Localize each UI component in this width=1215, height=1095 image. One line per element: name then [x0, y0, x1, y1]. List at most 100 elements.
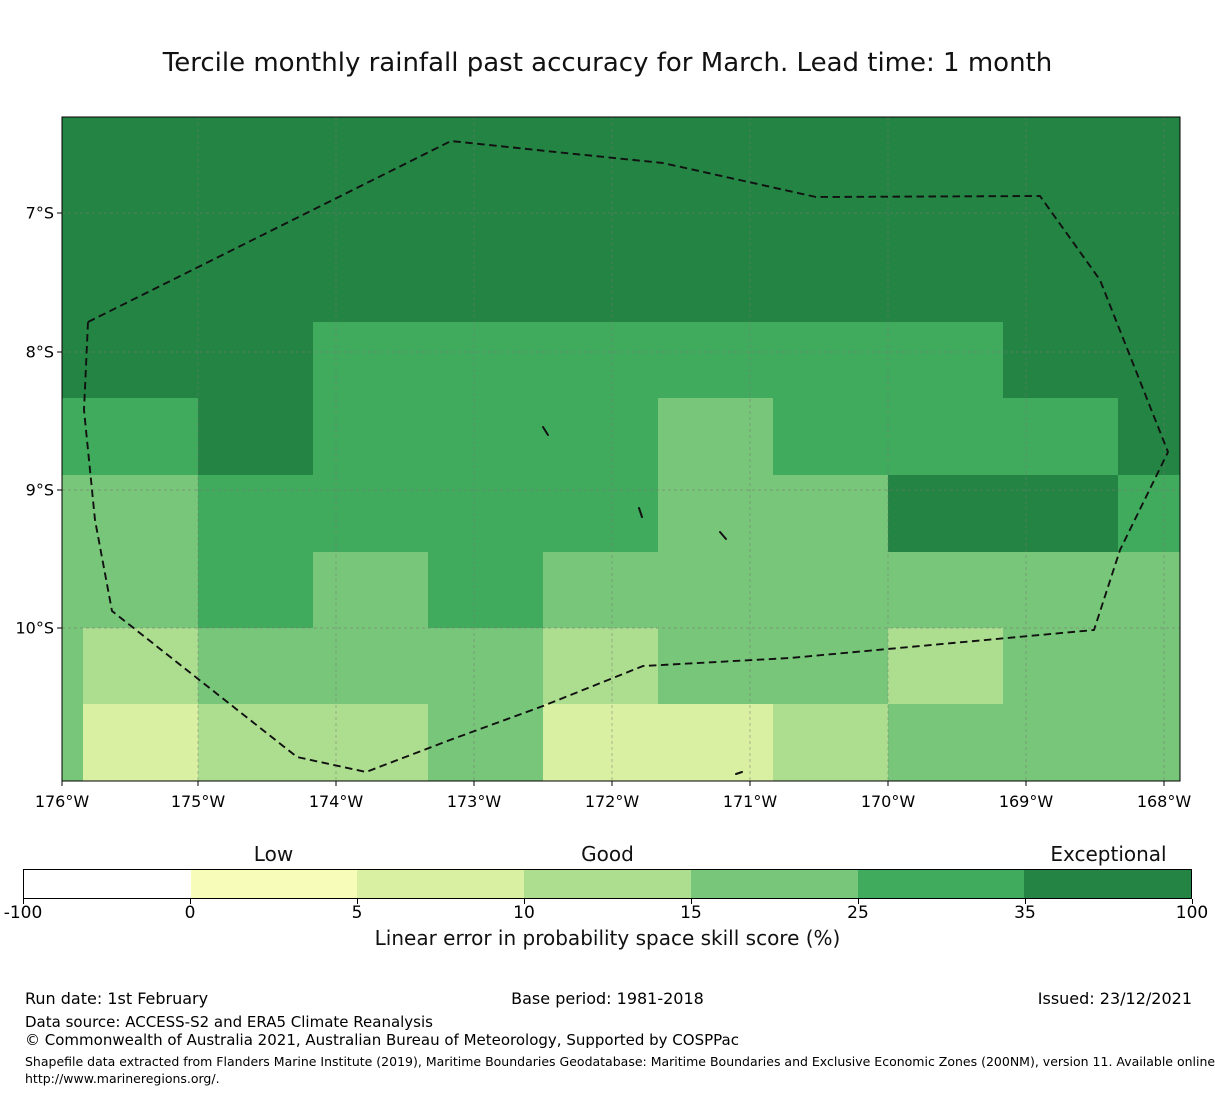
grid-cell — [198, 628, 313, 704]
grid-cell — [83, 628, 198, 704]
colorbar-tick-mark — [1025, 899, 1026, 904]
colorbar-segment — [857, 870, 1025, 898]
colorbar-tick-mark — [357, 899, 358, 904]
colorbar — [23, 869, 1192, 899]
grid-cell — [313, 398, 428, 475]
grid-cell — [62, 475, 83, 552]
grid-cell — [83, 552, 198, 628]
shapefile-note-line2: http://www.marineregions.org/. — [25, 1071, 220, 1086]
grid-cell — [658, 552, 773, 628]
grid-cell — [1118, 398, 1180, 475]
grid-cell — [313, 117, 428, 169]
island-mark — [719, 531, 727, 540]
grid-cell — [888, 117, 1003, 169]
data-source-text: Data source: ACCESS-S2 and ERA5 Climate … — [25, 1013, 433, 1031]
grid-cell — [198, 704, 313, 781]
grid-cell — [62, 322, 83, 398]
grid-cell — [83, 169, 198, 245]
grid-cell — [1003, 704, 1118, 781]
y-tick-label: 8°S — [25, 342, 54, 362]
island-mark — [735, 771, 743, 775]
grid-cell — [83, 322, 198, 398]
grid-cell — [1118, 322, 1180, 398]
grid-cell — [62, 628, 83, 704]
grid-cell — [83, 117, 198, 169]
grid-cell — [543, 322, 658, 398]
grid-cell — [1003, 322, 1118, 398]
grid-cell — [543, 475, 658, 552]
issued-date-text: Issued: 23/12/2021 — [1037, 989, 1192, 1008]
colorbar-segment — [24, 870, 191, 898]
grid-cell — [888, 704, 1003, 781]
colorbar-tick-mark — [691, 899, 692, 904]
grid-cell — [62, 552, 83, 628]
grid-cell — [62, 245, 83, 322]
grid-cell — [198, 552, 313, 628]
grid-cell — [313, 552, 428, 628]
x-tick-label: 173°W — [446, 792, 502, 811]
grid-cell — [1118, 628, 1180, 704]
grid-cell — [428, 704, 543, 781]
x-tick-label: 172°W — [584, 792, 640, 811]
shapefile-note-line1: Shapefile data extracted from Flanders M… — [25, 1054, 1215, 1069]
grid-cell — [773, 117, 888, 169]
grid-cell — [1003, 552, 1118, 628]
y-tick-label: 9°S — [25, 480, 54, 500]
grid-cell — [773, 322, 888, 398]
grid-cell — [83, 245, 198, 322]
grid-cell — [83, 704, 198, 781]
grid-cell — [658, 398, 773, 475]
island-mark — [638, 507, 643, 518]
grid-cell — [428, 475, 543, 552]
grid-cell — [1118, 475, 1180, 552]
grid-cell — [62, 169, 83, 245]
grid-cell — [62, 398, 83, 475]
grid-cell — [773, 475, 888, 552]
grid-cell — [543, 245, 658, 322]
grid-cell — [888, 475, 1003, 552]
grid-cell — [83, 475, 198, 552]
colorbar-segment — [524, 870, 691, 898]
colorbar-segment — [190, 870, 358, 898]
eez-boundary — [83, 140, 1169, 773]
grid-cell — [313, 628, 428, 704]
grid-cell — [313, 475, 428, 552]
x-tick-label: 169°W — [998, 792, 1054, 811]
grid-cell — [543, 398, 658, 475]
grid-cell — [428, 552, 543, 628]
grid-cell — [658, 117, 773, 169]
colorbar-tick-mark — [1192, 899, 1193, 904]
grid-cell — [888, 322, 1003, 398]
grid-cell — [888, 398, 1003, 475]
colorbar-tick-mark — [524, 899, 525, 904]
plot-frame — [61, 116, 1181, 782]
grid-cell — [658, 704, 773, 781]
grid-cell — [428, 169, 543, 245]
grid-cell — [773, 628, 888, 704]
grid-cell — [543, 704, 658, 781]
grid-cell — [658, 169, 773, 245]
grid-cell — [888, 169, 1003, 245]
colorbar-tick-label: -100 — [3, 903, 43, 923]
grid-cell — [62, 704, 83, 781]
grid-cell — [658, 322, 773, 398]
grid-cell — [1003, 169, 1118, 245]
grid-cell — [313, 704, 428, 781]
grid-cell — [428, 245, 543, 322]
colorbar-segment — [690, 870, 858, 898]
grid-cell — [313, 245, 428, 322]
grid-cell — [1003, 475, 1118, 552]
grid-cell — [773, 245, 888, 322]
grid-cell — [773, 552, 888, 628]
grid-cell — [543, 169, 658, 245]
chart-title: Tercile monthly rainfall past accuracy f… — [162, 48, 1053, 78]
grid-cell — [773, 398, 888, 475]
grid-cell — [83, 398, 198, 475]
x-tick-label: 176°W — [34, 792, 90, 811]
grid-cell — [773, 704, 888, 781]
colorbar-tick-mark — [23, 899, 24, 904]
colorbar-tick-label: 35 — [1014, 903, 1036, 923]
colorbar-caption: Linear error in probability space skill … — [374, 926, 841, 950]
grid-cell — [543, 552, 658, 628]
